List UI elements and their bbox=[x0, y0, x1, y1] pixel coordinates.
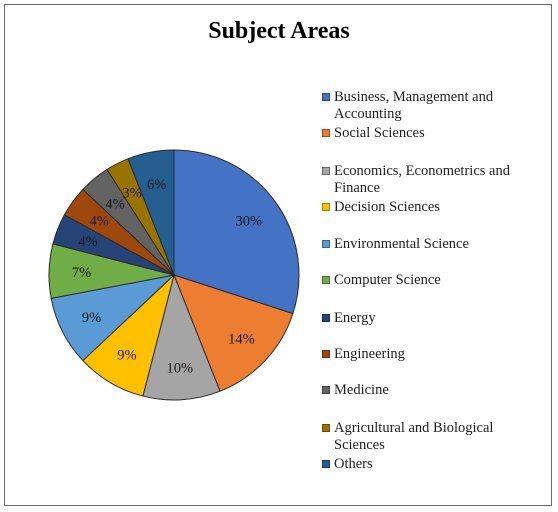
legend-item: Social Sciences bbox=[322, 125, 544, 142]
legend-swatch bbox=[322, 203, 330, 211]
legend-swatch bbox=[322, 129, 330, 137]
pie-slice-label-4: 9% bbox=[117, 348, 136, 364]
legend-swatch bbox=[322, 350, 330, 358]
pie-slice-label-11: 6% bbox=[147, 177, 166, 193]
legend-item: Medicine bbox=[322, 382, 544, 399]
chart-title: Subject Areas bbox=[208, 18, 350, 44]
legend-label: Engineering bbox=[334, 346, 405, 362]
legend-label: Business, Management and Accounting bbox=[334, 89, 494, 122]
legend-swatch bbox=[322, 314, 330, 322]
legend-item: Others bbox=[322, 456, 544, 473]
legend-item: Engineering bbox=[322, 346, 544, 363]
legend-label: Energy bbox=[334, 310, 376, 326]
pie-slice-label-1: 30% bbox=[236, 214, 263, 230]
legend-label: Agricultural and Biological Sciences bbox=[334, 420, 494, 453]
legend-swatch bbox=[322, 93, 330, 101]
pie-slice-label-5: 9% bbox=[82, 310, 101, 326]
pie-slice-11 bbox=[127, 149, 175, 276]
legend-swatch bbox=[322, 167, 330, 175]
legend-label: Social Sciences bbox=[334, 125, 425, 141]
legend-label: Economics, Econometrics and Finance bbox=[334, 163, 510, 196]
legend-item: Business, Management and Accounting bbox=[322, 89, 544, 123]
pie-slice-label-2: 14% bbox=[228, 331, 255, 347]
legend-label: Medicine bbox=[334, 382, 389, 398]
pie-slice-3 bbox=[142, 273, 221, 401]
legend-item: Environmental Science bbox=[322, 236, 544, 253]
pie-slice-label-3: 10% bbox=[167, 360, 194, 376]
legend-item: Agricultural and Biological Sciences bbox=[322, 420, 544, 454]
legend-swatch bbox=[322, 240, 330, 248]
legend-swatch bbox=[322, 276, 330, 284]
legend-swatch bbox=[322, 424, 330, 432]
legend-swatch bbox=[322, 386, 330, 394]
legend-label: Decision Sciences bbox=[334, 199, 440, 215]
pie-slice-label-6: 7% bbox=[72, 265, 91, 281]
pie-slice-label-10: 3% bbox=[122, 186, 141, 202]
legend-label: Others bbox=[334, 456, 373, 472]
legend-swatch bbox=[322, 460, 330, 468]
legend-label: Computer Science bbox=[334, 272, 441, 288]
pie-slice-2 bbox=[173, 274, 294, 392]
pie-slice-label-8: 4% bbox=[89, 214, 108, 230]
pie-slice-1 bbox=[173, 149, 300, 315]
pie-slice-label-7: 4% bbox=[78, 234, 97, 250]
pie-slice-label-9: 4% bbox=[105, 197, 124, 213]
legend-item: Computer Science bbox=[322, 272, 544, 289]
legend-item: Decision Sciences bbox=[322, 199, 544, 216]
legend-label: Environmental Science bbox=[334, 236, 469, 252]
legend-item: Economics, Econometrics and Finance bbox=[322, 163, 544, 197]
legend-item: Energy bbox=[322, 310, 544, 327]
